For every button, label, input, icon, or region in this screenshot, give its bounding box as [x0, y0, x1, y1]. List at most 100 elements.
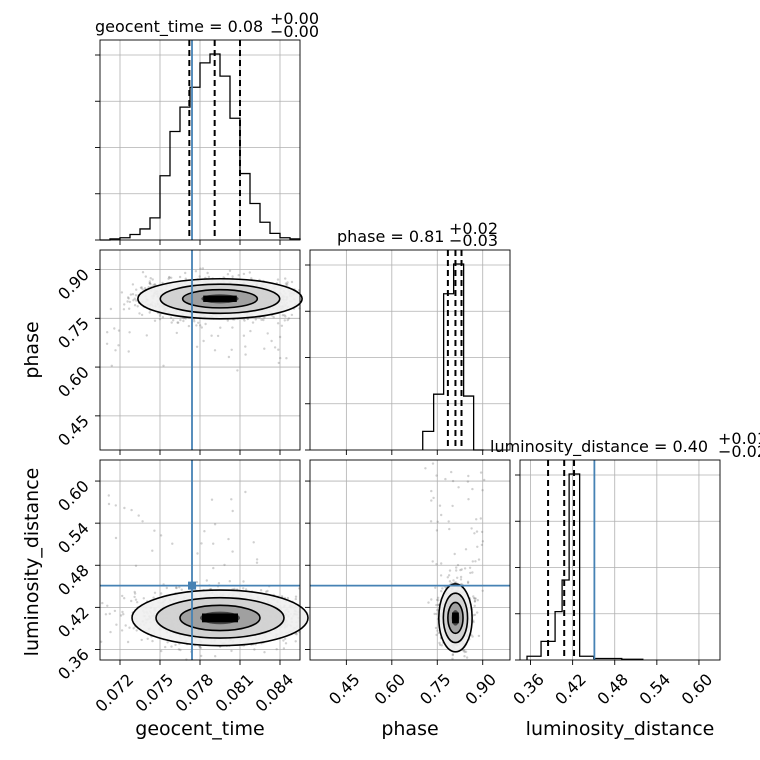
sample-point	[262, 318, 265, 322]
sample-point	[287, 317, 291, 320]
contour-line	[179, 604, 261, 632]
sample-point	[278, 335, 282, 339]
sample-point	[463, 655, 466, 658]
sample-point	[282, 647, 286, 650]
sample-point	[286, 318, 289, 322]
sample-point	[435, 563, 438, 566]
sample-point	[266, 589, 269, 593]
sample-point	[177, 648, 181, 651]
sample-point	[472, 595, 475, 598]
sample-point	[244, 345, 247, 348]
sample-point	[435, 612, 438, 616]
sample-point	[107, 502, 111, 506]
sample-point	[463, 649, 466, 652]
sample-point	[471, 487, 474, 491]
sample-point	[253, 648, 256, 651]
sample-point	[452, 579, 455, 582]
sample-point	[152, 284, 155, 287]
tick-label-x: 0.60	[678, 670, 717, 709]
hist-geocent-frame	[99, 39, 301, 241]
sample-point	[481, 489, 484, 492]
sample-point	[228, 269, 232, 272]
hist-bars	[526, 473, 644, 660]
sample-point	[263, 316, 266, 319]
sample-point	[168, 276, 171, 279]
sample-point	[134, 294, 138, 297]
sample-point	[106, 604, 109, 607]
sample-point	[120, 291, 124, 294]
sample-point	[466, 580, 470, 583]
title-luminosity-distance-upper: +0.01	[718, 429, 760, 448]
sample-point	[455, 566, 458, 569]
sample-point	[280, 324, 284, 327]
sample-point	[459, 568, 462, 572]
sample-point	[196, 552, 199, 555]
sample-point	[252, 541, 255, 544]
sample-point	[158, 314, 162, 317]
sample-point	[471, 571, 474, 574]
sample-point	[226, 319, 229, 322]
sample-point	[212, 542, 215, 545]
sample-point	[226, 273, 230, 276]
sample-point	[466, 581, 470, 585]
sample-point	[448, 527, 451, 531]
sample-point	[161, 281, 164, 285]
sample-point	[135, 288, 138, 291]
sample-point	[244, 353, 247, 356]
sample-point	[483, 478, 486, 482]
tick-label-y: 0.45	[54, 411, 93, 450]
sample-point	[231, 550, 234, 553]
sample-point	[283, 314, 286, 317]
sample-point	[430, 499, 433, 502]
sample-point	[435, 603, 438, 607]
sample-point	[123, 597, 126, 600]
sample-point	[128, 307, 131, 310]
tick-label-y: 0.42	[54, 603, 93, 642]
sample-point	[114, 349, 117, 352]
sample-point	[101, 601, 104, 605]
sample-point	[129, 293, 133, 296]
sample-point	[151, 549, 154, 552]
sample-point	[270, 339, 273, 343]
hist-bars	[100, 53, 301, 241]
sample-point	[265, 590, 268, 593]
histogram-geocent-time	[95, 39, 301, 245]
sample-point	[133, 590, 136, 594]
tick-label-y: 0.48	[54, 561, 93, 600]
sample-point	[435, 529, 439, 532]
truth-point	[188, 581, 196, 590]
sample-point	[142, 597, 145, 600]
sample-point	[435, 633, 438, 637]
sample-point	[153, 591, 157, 594]
title-luminosity-distance: luminosity_distance = 0.40	[490, 437, 708, 457]
sample-point	[476, 599, 479, 602]
sample-point	[127, 350, 130, 353]
sample-point	[255, 558, 259, 561]
sample-point	[194, 270, 198, 273]
ylabel-phase: phase	[21, 321, 43, 378]
sample-point	[430, 598, 433, 601]
sample-point	[441, 587, 444, 590]
sample-point	[467, 474, 470, 478]
sample-point	[295, 633, 298, 636]
density-peak	[452, 612, 459, 624]
sample-point	[450, 470, 453, 474]
sample-point	[121, 594, 124, 598]
sample-point	[178, 586, 181, 589]
sample-point	[453, 552, 456, 556]
sample-point	[436, 596, 440, 599]
sample-point	[273, 346, 277, 349]
sample-point	[479, 517, 482, 520]
sample-point	[438, 504, 442, 507]
sample-point	[242, 334, 246, 337]
sample-point	[148, 282, 151, 285]
sample-point	[283, 319, 286, 322]
g-joint-geo-dist-frame	[99, 459, 301, 661]
sample-point	[280, 595, 284, 598]
sample-point	[436, 629, 439, 632]
sample-point	[195, 580, 199, 584]
sample-point	[276, 278, 280, 281]
contour-line	[447, 601, 464, 635]
sample-point	[436, 608, 439, 612]
